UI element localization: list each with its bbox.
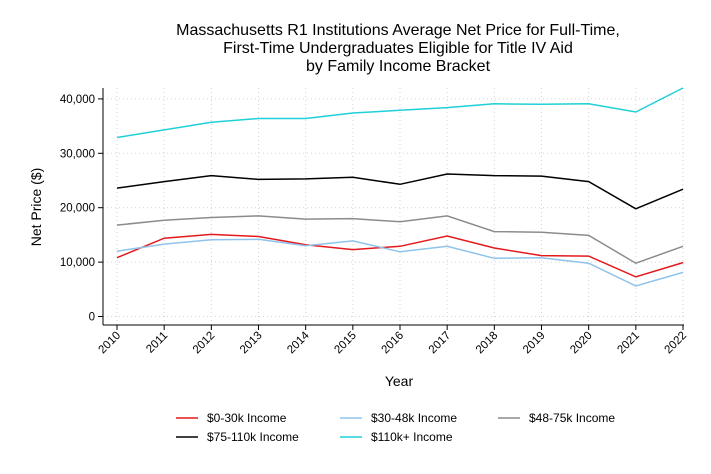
series-line-3: [116, 215, 684, 265]
y-tick-label: 40,000: [60, 94, 95, 106]
legend-label: $0-30k Income: [207, 411, 287, 425]
x-tick-label: 2022: [663, 330, 690, 357]
x-tick-label: 2013: [238, 330, 265, 357]
axes: [102, 88, 684, 326]
series-line-4: [116, 173, 684, 210]
series-line-5: [116, 87, 684, 139]
chart-title-line-3: by Family Income Bracket: [306, 58, 491, 75]
legend-label: $30-48k Income: [371, 411, 457, 425]
chart-title-line-1: Massachusetts R1 Institutions Average Ne…: [176, 22, 620, 39]
x-axis-title: Year: [385, 373, 414, 389]
legend: $0-30k Income $30-48k Income $48-75k Incom…: [176, 411, 615, 444]
series-lines: [116, 87, 684, 287]
legend-label: $110k+ Income: [371, 430, 453, 444]
x-tick-label: 2011: [144, 330, 170, 356]
y-tick-label: 10,000: [60, 257, 95, 269]
x-tick-label: 2018: [474, 330, 501, 357]
x-tick-label: 2014: [285, 329, 312, 356]
legend-item: $0-30k Income: [176, 411, 287, 425]
gridlines: [103, 88, 684, 325]
legend-item: $30-48k Income: [340, 411, 457, 425]
series-line-1: [116, 233, 684, 278]
y-ticks: 0 10,000 20,000 30,000 40,000: [60, 94, 103, 324]
series-line-2: [116, 238, 684, 287]
x-tick-label: 2021: [615, 330, 642, 357]
legend-label: $75-110k Income: [207, 430, 299, 444]
x-tick-label: 2015: [332, 330, 359, 357]
y-axis-title: Net Price ($): [28, 168, 44, 247]
x-ticks: 2010 2011 2012 2013 2014 2015 2016 2017 2018 2019…: [97, 325, 690, 357]
y-tick-label: 20,000: [60, 203, 95, 215]
x-tick-label: 2017: [427, 330, 454, 357]
legend-item: $48-75k Income: [498, 411, 615, 425]
x-tick-label: 2016: [380, 330, 407, 357]
chart-title: Massachusetts R1 Institutions Average Ne…: [176, 22, 620, 75]
x-tick-label: 2020: [568, 330, 595, 357]
y-tick-label: 30,000: [60, 148, 95, 160]
legend-item: $75-110k Income: [176, 430, 299, 444]
x-tick-label: 2010: [97, 330, 124, 357]
x-tick-label: 2012: [191, 330, 218, 357]
chart-title-line-2: First-Time Undergraduates Eligible for T…: [223, 40, 573, 57]
x-tick-label: 2019: [521, 330, 548, 357]
y-tick-label: 0: [89, 312, 95, 324]
legend-item: $110k+ Income: [340, 430, 453, 444]
legend-label: $48-75k Income: [529, 411, 615, 425]
